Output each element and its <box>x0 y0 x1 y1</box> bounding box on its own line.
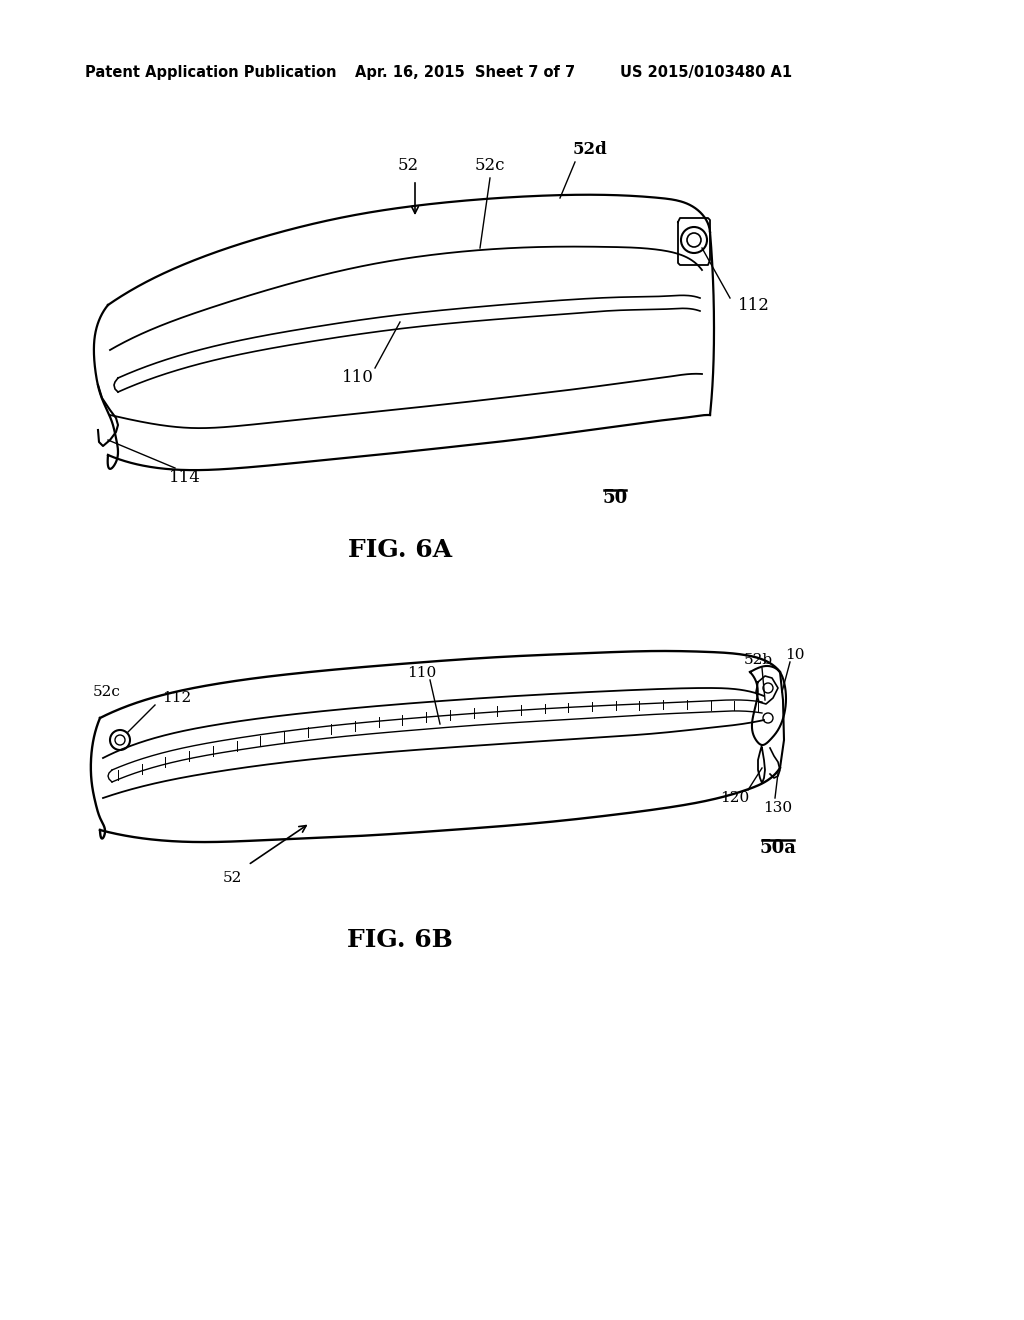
Text: 52b: 52b <box>743 653 772 667</box>
Text: 112: 112 <box>162 690 191 705</box>
Text: 112: 112 <box>738 297 770 314</box>
Text: FIG. 6A: FIG. 6A <box>348 539 452 562</box>
Text: Apr. 16, 2015  Sheet 7 of 7: Apr. 16, 2015 Sheet 7 of 7 <box>355 65 575 79</box>
Text: 10: 10 <box>785 648 805 663</box>
Text: 120: 120 <box>720 791 750 805</box>
Text: 52c: 52c <box>93 685 121 700</box>
Text: 130: 130 <box>764 801 793 814</box>
Text: 50: 50 <box>602 488 628 507</box>
Text: US 2015/0103480 A1: US 2015/0103480 A1 <box>620 65 793 79</box>
Text: 114: 114 <box>169 470 201 487</box>
Text: Patent Application Publication: Patent Application Publication <box>85 65 337 79</box>
Text: 52c: 52c <box>475 157 505 173</box>
Text: 110: 110 <box>408 667 436 680</box>
Text: 50a: 50a <box>760 840 797 857</box>
Text: FIG. 6B: FIG. 6B <box>347 928 453 952</box>
Text: 110: 110 <box>342 370 374 387</box>
Text: 52: 52 <box>397 157 419 173</box>
Text: 52: 52 <box>222 871 242 884</box>
Text: 52d: 52d <box>572 141 607 158</box>
